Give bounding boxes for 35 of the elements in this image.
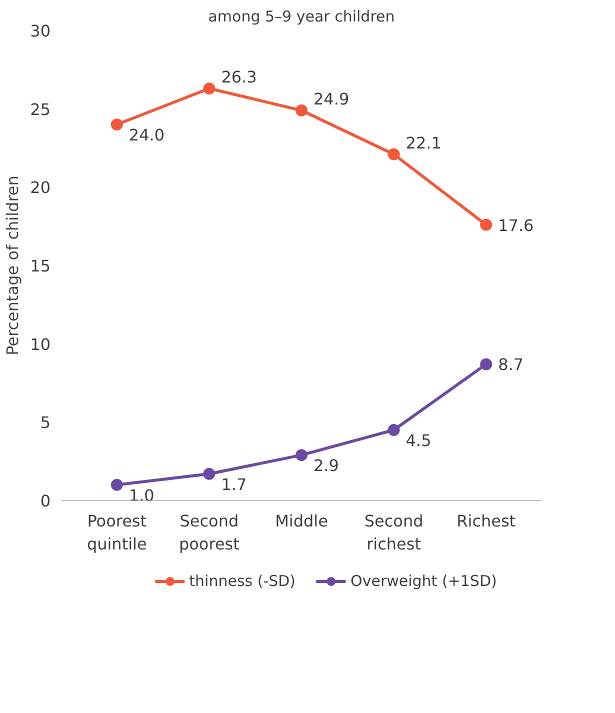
x-tick-label: Middle xyxy=(275,512,328,530)
data-label: 24.9 xyxy=(314,89,350,108)
point xyxy=(388,148,400,160)
data-label: 26.3 xyxy=(221,67,257,86)
data-label: 8.7 xyxy=(498,355,524,374)
data-label: 2.9 xyxy=(314,456,339,476)
x-tick-label: Second poorest xyxy=(178,512,240,554)
y-tick-label: 10 xyxy=(30,334,50,354)
y-tick-label: 15 xyxy=(30,256,50,276)
y-tick-label: 0 xyxy=(40,492,51,510)
point xyxy=(296,449,308,462)
x-tick-label: Poorest quintile xyxy=(86,512,147,554)
y-axis-title: Percentage of children xyxy=(3,176,22,356)
point xyxy=(296,104,308,116)
point xyxy=(110,118,123,130)
y-tick-label: 5 xyxy=(40,413,51,432)
data-label: 22.1 xyxy=(406,133,442,152)
data-label: 4.5 xyxy=(406,431,432,450)
y-tick-label: 30 xyxy=(30,22,50,40)
data-label: 17.6 xyxy=(498,216,534,235)
y-tick-label: 25 xyxy=(30,100,50,119)
y-tick-label: 20 xyxy=(30,178,50,198)
x-tick-label: Second richest xyxy=(364,512,424,554)
x-tick-label: Richest xyxy=(456,512,516,530)
chart-title: among 5–9 year children xyxy=(208,8,395,26)
legend-label: Overweight (+1SD) xyxy=(350,572,497,590)
point xyxy=(203,468,216,480)
point xyxy=(203,82,216,94)
point xyxy=(110,478,123,491)
point xyxy=(480,358,492,370)
point xyxy=(480,218,492,231)
data-label: 24.0 xyxy=(128,126,165,144)
point xyxy=(388,424,400,436)
data-label: 1.7 xyxy=(221,474,247,494)
legend-label: thinness (-SD) xyxy=(189,572,296,590)
